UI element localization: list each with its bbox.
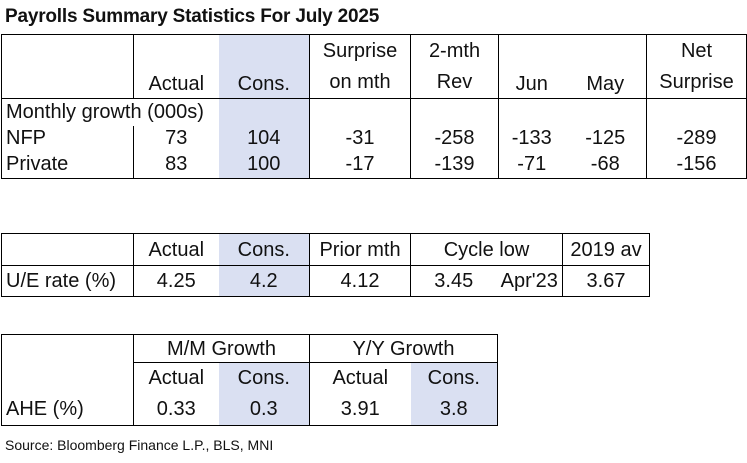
label-header-cell — [1, 334, 134, 394]
header-row-1: Actual Cons. Surprise 2-mth Jun May Net — [1, 34, 747, 99]
may-value: -68 — [564, 150, 647, 179]
rev-header-line1: 2-mth — [410, 34, 499, 67]
header-row: Actual Cons. Prior mth Cycle low 2019 av — [1, 233, 651, 266]
row-label: NFP — [1, 125, 134, 151]
mm-actual-value: 0.33 — [133, 393, 219, 426]
label-header-cell — [1, 233, 134, 266]
actual-value: 4.25 — [133, 265, 219, 297]
surprise-value: -31 — [345, 127, 375, 149]
payrolls-table: Actual Cons. Surprise 2-mth Jun May Net … — [1, 34, 747, 179]
yy-actual-value: 3.91 — [309, 393, 411, 426]
row-label: U/E rate (%) — [1, 265, 134, 297]
yy-cons-value: 3.8 — [410, 393, 498, 426]
may-header: May — [564, 34, 647, 99]
section-label: Monthly growth (000s) — [1, 98, 219, 126]
surprise-value: -17 — [309, 150, 411, 179]
empty-cell — [410, 98, 499, 126]
actual-value: 83 — [133, 150, 219, 179]
prior-header: Prior mth — [309, 233, 411, 266]
mm-cons-value: 0.3 — [218, 393, 310, 426]
prior-value: 4.12 — [309, 265, 411, 297]
net-header-line2: Surprise — [646, 66, 747, 99]
empty-cell — [646, 98, 747, 126]
mm-actual-header: Actual — [148, 367, 205, 390]
source-note: Source: Bloomberg Finance L.P., BLS, MNI — [5, 437, 274, 453]
cons-value: 4.2 — [218, 265, 310, 297]
net-header-line1: Net — [646, 34, 747, 67]
actual-value: 73 — [165, 127, 188, 149]
header-row-2: on mth Rev Surprise — [2, 66, 747, 99]
cons-value: 104 — [218, 125, 310, 151]
group-header-row: M/M Growth Y/Y Growth — [1, 334, 498, 394]
net-value: -156 — [646, 150, 747, 179]
rev-value: -139 — [410, 150, 499, 179]
earnings-table: M/M Growth Y/Y Growth Actual Cons. Actua… — [1, 334, 498, 426]
cycle-low-value: 3.45 — [410, 265, 497, 297]
rev-header-line2: Rev — [410, 66, 499, 99]
empty-cell — [564, 98, 647, 126]
cycle-low-date: Apr'23 — [496, 265, 564, 297]
section-row: Monthly growth (000s) — [1, 98, 747, 126]
table-row: NFP 73 104 -31 -258 -133 -125 -289 — [1, 125, 747, 151]
empty-cell — [309, 98, 411, 126]
label-header-cell — [1, 34, 134, 99]
cons-header: Cons. — [218, 34, 310, 99]
mm-growth-header: M/M Growth — [133, 334, 310, 363]
rev-value: -258 — [410, 125, 499, 151]
cons-cell-empty — [218, 98, 310, 126]
surprise-header-line2: on mth — [329, 71, 391, 94]
table-row: Private 83 100 -17 -139 -71 -68 -156 — [1, 150, 747, 179]
actual-header: Actual — [133, 34, 219, 99]
row-label: Private — [1, 150, 134, 179]
table-row: AHE (%) 0.33 0.3 3.91 3.8 — [1, 393, 498, 426]
yy-actual-header: Actual — [332, 367, 389, 390]
cycle-low-header: Cycle low — [410, 233, 564, 266]
jun-header: Jun — [498, 34, 565, 99]
avg2019-value: 3.67 — [562, 265, 651, 297]
unemployment-table: Actual Cons. Prior mth Cycle low 2019 av… — [1, 233, 651, 297]
yy-cons-header: Cons. — [410, 362, 498, 394]
mm-cons-header: Cons. — [218, 362, 310, 394]
cons-value: 100 — [218, 150, 310, 179]
page-title: Payrolls Summary Statistics For July 202… — [5, 6, 380, 27]
actual-header: Actual — [133, 233, 219, 266]
empty-cell — [498, 98, 565, 126]
may-value: -125 — [585, 127, 626, 149]
jun-value: -71 — [498, 150, 565, 179]
avg2019-header: 2019 av — [562, 233, 651, 266]
header-row: Actual Cons. Actual Cons. — [2, 362, 498, 394]
surprise-header-line1: Surprise — [309, 34, 411, 67]
yy-growth-header: Y/Y Growth — [309, 334, 498, 363]
net-value: -289 — [646, 125, 747, 151]
table-row: U/E rate (%) 4.25 4.2 4.12 3.45 Apr'23 3… — [1, 265, 651, 297]
cons-header: Cons. — [218, 233, 310, 266]
row-label: AHE (%) — [1, 393, 134, 426]
jun-value: -133 — [511, 127, 552, 149]
